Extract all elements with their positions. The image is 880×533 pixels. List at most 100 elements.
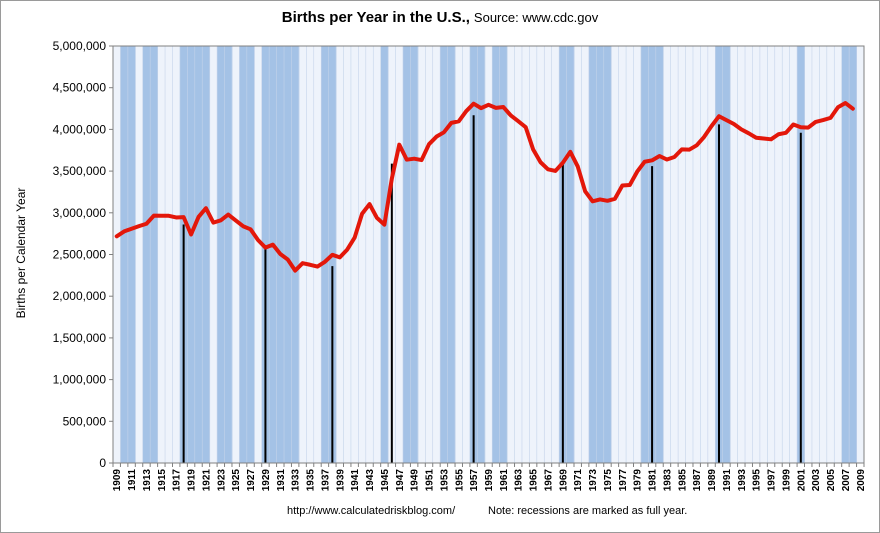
x-tick-label: 1967	[543, 469, 554, 492]
recession-band	[120, 46, 129, 463]
x-tick-label: 1955	[454, 469, 465, 492]
y-axis: 0 500,000 1,000,000 1,500,000 2,000,000 2,500…	[53, 39, 113, 470]
x-tick-label: 2001	[796, 469, 807, 492]
recession-band	[566, 46, 575, 463]
recession-band	[150, 46, 159, 463]
x-axis: 1909 1911 1913 1915 1917 1919 1921 1923 1925 1927…	[112, 463, 867, 491]
x-tick-label: 1939	[335, 469, 346, 492]
x-tick-label: 2009	[856, 469, 867, 492]
x-tick-label: 1959	[484, 469, 495, 492]
x-tick-label: 1979	[633, 469, 644, 492]
x-tick-label: 1935	[306, 469, 317, 492]
recession-band	[217, 46, 225, 463]
recession-band	[640, 46, 649, 463]
y-tick-label: 5,000,000	[53, 39, 107, 53]
x-tick-label: 1981	[648, 469, 659, 492]
recession-band	[499, 46, 508, 463]
recession-band	[841, 46, 850, 463]
x-tick-label: 1927	[246, 469, 257, 492]
x-tick-label: 1923	[216, 469, 227, 492]
x-tick-label: 1985	[677, 469, 688, 492]
x-tick-label: 1995	[752, 469, 763, 492]
x-tick-label: 1917	[172, 469, 183, 492]
x-tick-label: 2005	[826, 469, 837, 492]
x-tick-label: 1973	[588, 469, 599, 492]
x-tick-label: 2007	[841, 469, 852, 492]
recession-band	[492, 46, 501, 463]
y-tick-label: 1,000,000	[53, 373, 107, 387]
recession-band	[269, 46, 277, 463]
recession-band	[402, 46, 411, 463]
recession-band	[447, 46, 456, 463]
x-tick-label: 1983	[662, 469, 673, 492]
x-tick-label: 1971	[573, 469, 584, 492]
x-tick-label: 1993	[737, 469, 748, 492]
x-tick-label: 1951	[425, 469, 436, 492]
recession-band	[410, 46, 419, 463]
footer-url[interactable]: http://www.calculatedriskblog.com/	[287, 505, 456, 517]
recession-markers	[182, 115, 802, 463]
footer-note: Note: recessions are marked as full year…	[488, 505, 688, 517]
x-tick-label: 1919	[187, 469, 198, 492]
x-tick-label: 1911	[127, 469, 138, 491]
births-series-line	[114, 101, 855, 273]
x-tick-label: 1947	[395, 469, 406, 492]
chart-title-block: Births per Year in the U.S., Source: www.…	[0, 9, 880, 27]
recession-band	[380, 46, 389, 463]
x-tick-label: 1997	[767, 469, 778, 492]
x-tick-label: 1977	[618, 469, 629, 492]
recession-band	[239, 46, 248, 463]
recession-band	[440, 46, 449, 463]
chart-subtitle: Source: www.cdc.gov	[473, 10, 599, 25]
x-tick-label: 2003	[811, 469, 822, 492]
x-tick-label: 1989	[707, 469, 718, 492]
x-tick-label: 1909	[112, 469, 123, 492]
recession-band	[596, 46, 605, 463]
x-tick-label: 1949	[410, 469, 421, 492]
y-tick-label: 3,500,000	[53, 164, 107, 178]
x-tick-label: 1975	[603, 469, 614, 492]
x-tick-label: 1953	[439, 469, 450, 492]
recession-band	[291, 46, 300, 463]
recession-band	[246, 46, 255, 463]
recession-band	[588, 46, 597, 463]
x-tick-label: 1999	[781, 469, 792, 492]
recession-band	[202, 46, 211, 463]
x-tick-label: 1929	[261, 469, 272, 492]
y-tick-label: 0	[99, 456, 106, 470]
y-tick-label: 500,000	[63, 414, 107, 428]
recession-band	[603, 46, 612, 463]
x-tick-label: 1933	[291, 469, 302, 492]
recession-band	[224, 46, 233, 463]
x-tick-label: 1921	[201, 469, 212, 492]
recession-band	[849, 46, 857, 463]
y-tick-label: 4,500,000	[53, 81, 107, 95]
y-tick-label: 4,000,000	[53, 122, 107, 136]
vertical-gridlines	[120, 46, 857, 463]
y-tick-label: 2,000,000	[53, 289, 107, 303]
x-tick-label: 1965	[529, 469, 540, 492]
y-tick-label: 2,500,000	[53, 248, 107, 262]
x-tick-label: 1969	[558, 469, 569, 492]
x-tick-label: 1987	[692, 469, 703, 492]
x-tick-label: 1945	[380, 469, 391, 492]
x-tick-label: 1991	[722, 469, 733, 492]
x-tick-label: 1931	[276, 469, 287, 492]
recession-band	[321, 46, 330, 463]
x-tick-label: 1961	[499, 469, 510, 492]
recession-band	[187, 46, 196, 463]
recession-band	[194, 46, 203, 463]
chart-title: Births per Year in the U.S.,	[281, 9, 470, 26]
y-tick-label: 1,500,000	[53, 331, 107, 345]
plot-area	[113, 46, 864, 463]
y-tick-label: 3,000,000	[53, 206, 107, 220]
x-tick-label: 1963	[514, 469, 525, 492]
x-tick-label: 1937	[320, 469, 331, 492]
x-tick-label: 1943	[365, 469, 376, 492]
recession-band	[655, 46, 664, 463]
x-tick-label: 1957	[469, 469, 480, 492]
x-tick-label: 1913	[142, 469, 153, 492]
x-tick-label: 1941	[350, 469, 361, 492]
x-tick-label: 1915	[157, 469, 168, 492]
